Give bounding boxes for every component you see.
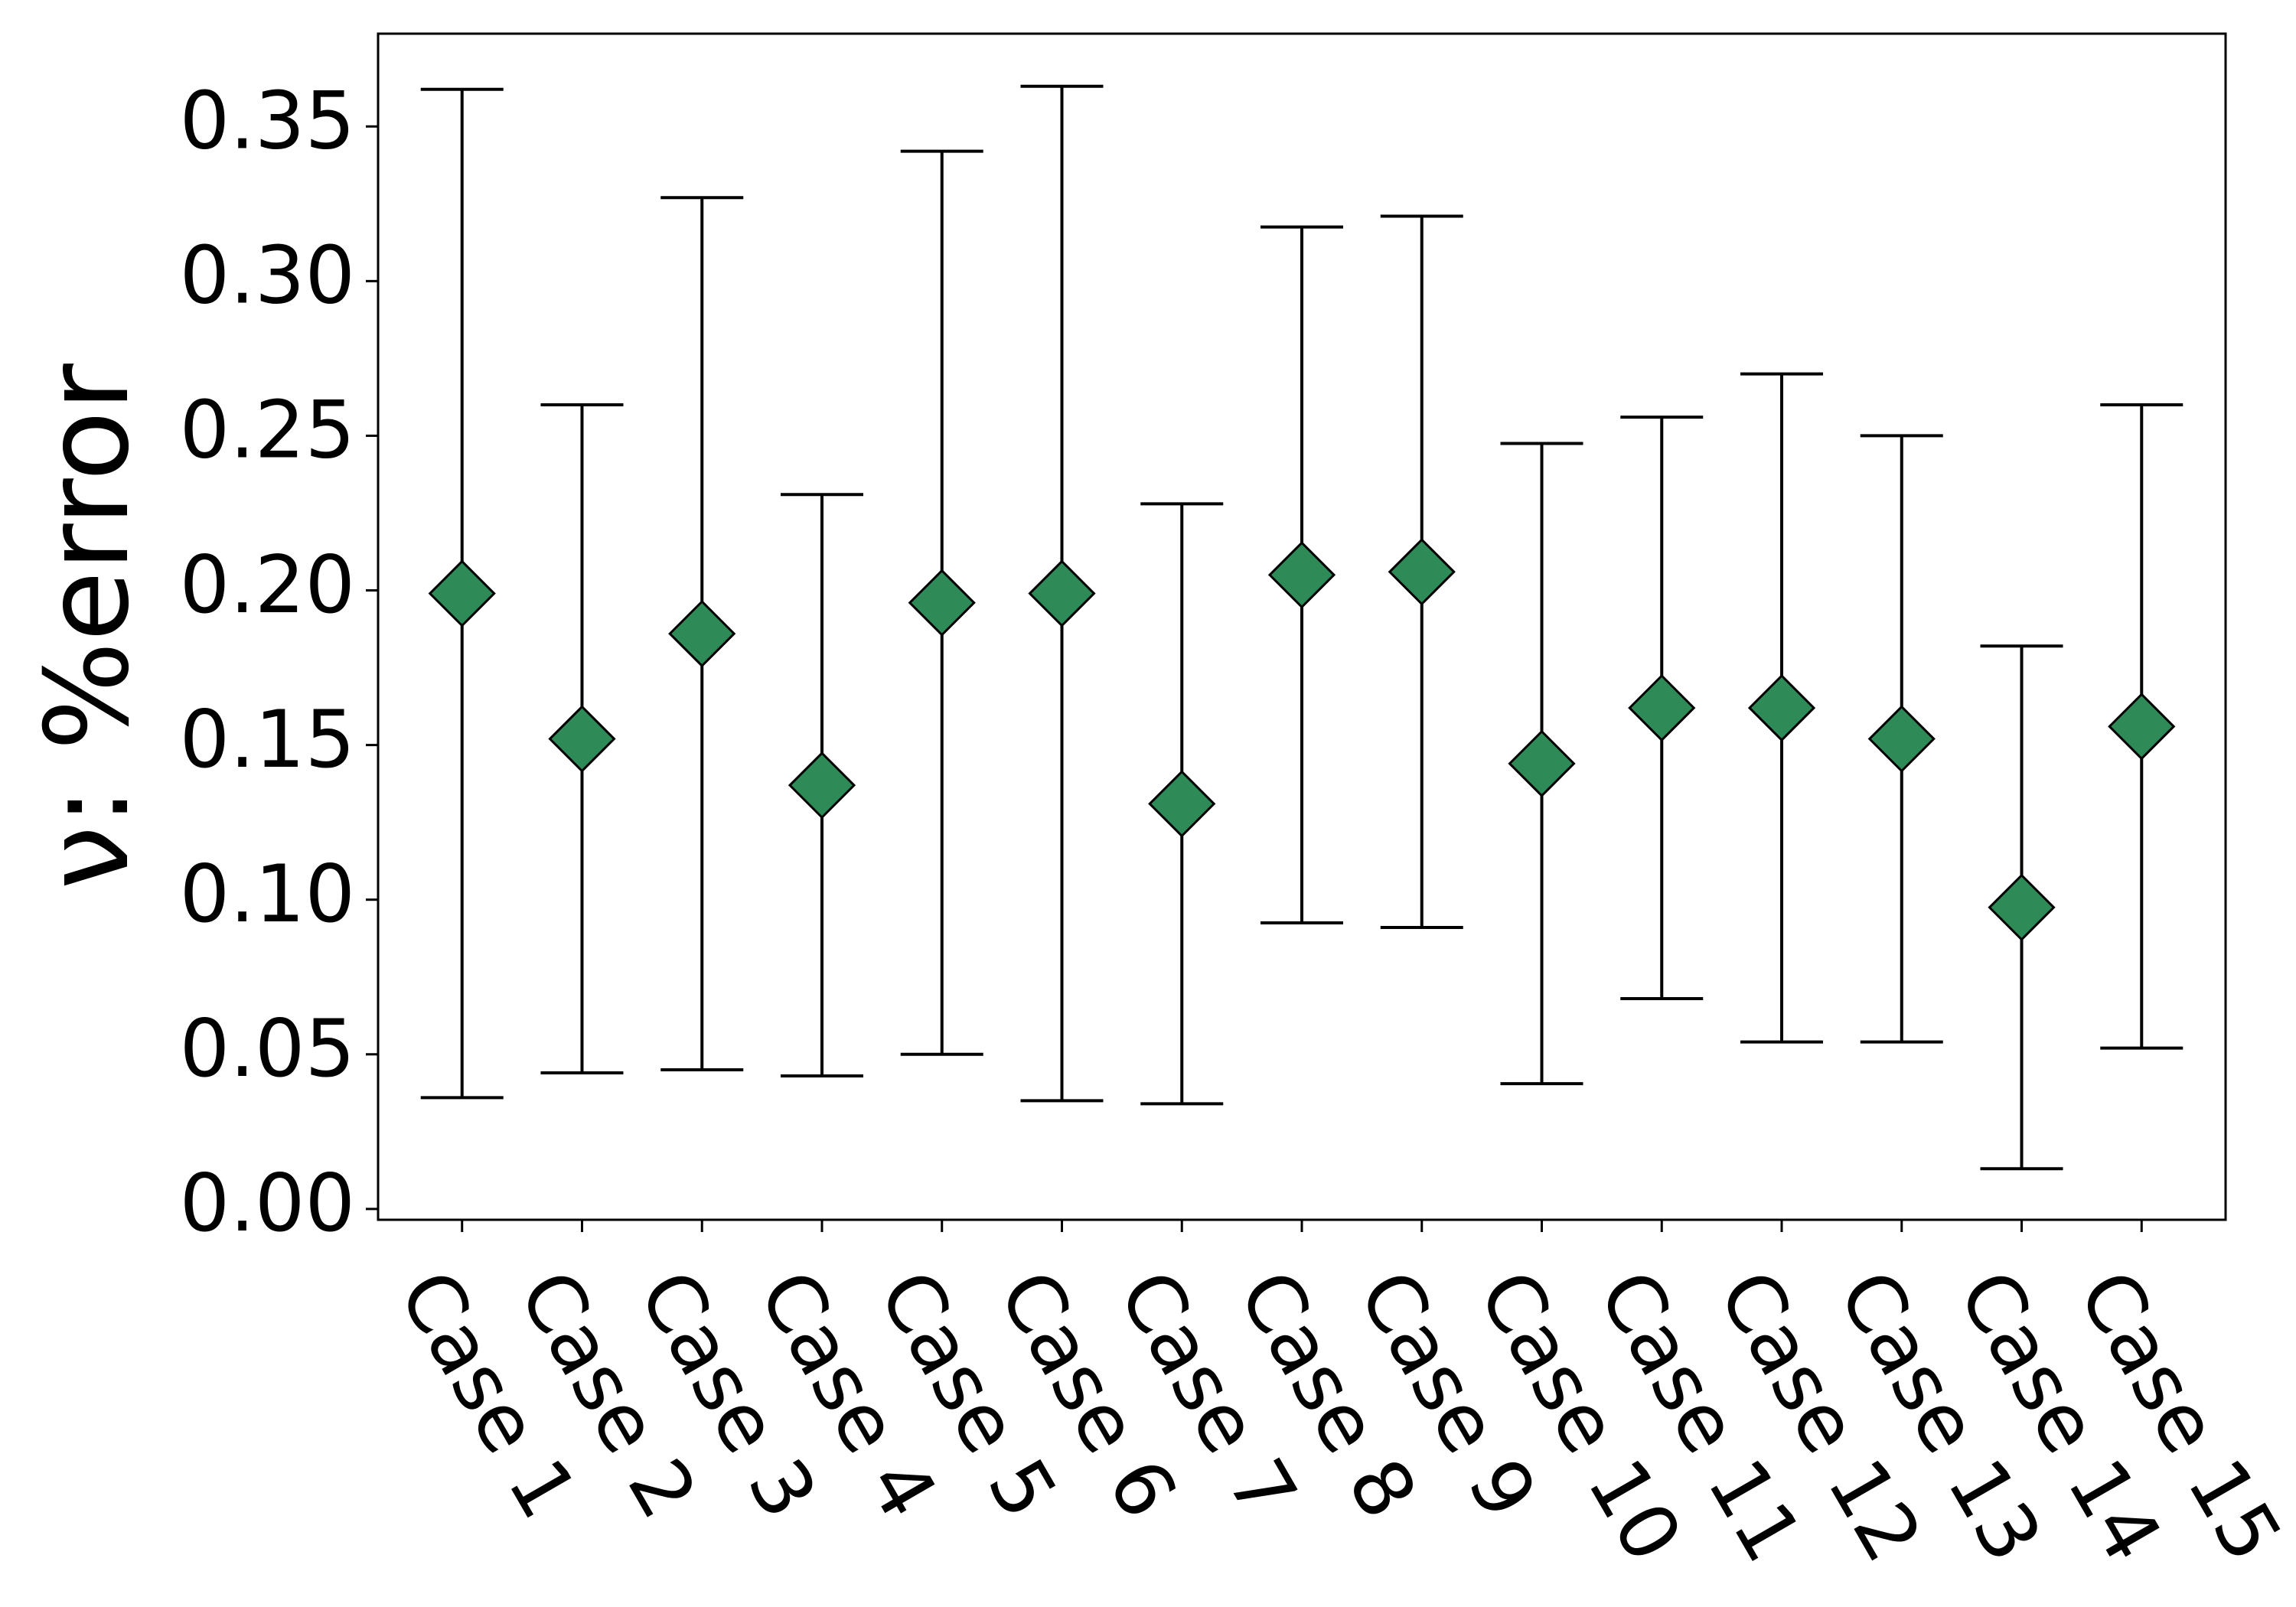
diamond-marker [1508, 729, 1576, 797]
diamond-marker [668, 599, 736, 668]
y-tick-label: 0.05 [180, 1003, 355, 1095]
diamond-marker [428, 559, 496, 627]
diamond-marker [1148, 770, 1216, 838]
diamond-marker [1628, 673, 1696, 742]
diamond-marker [1867, 705, 1936, 773]
diamond-marker [1988, 873, 2056, 941]
y-tick-label: 0.25 [180, 385, 355, 477]
diamond-marker [908, 569, 976, 637]
y-axis-label: ν: %error [21, 363, 155, 890]
diamond-marker [548, 705, 616, 773]
y-tick-label: 0.00 [180, 1158, 355, 1250]
y-tick-label: 0.10 [180, 849, 355, 940]
diamond-marker [1388, 538, 1456, 606]
y-tick-label: 0.30 [180, 230, 355, 322]
y-tick-label: 0.35 [180, 76, 355, 168]
diamond-marker [1028, 559, 1096, 627]
y-tick-label: 0.20 [180, 539, 355, 631]
y-tick-label: 0.15 [180, 694, 355, 786]
diamond-marker [2108, 693, 2176, 761]
diamond-marker [1747, 673, 1816, 742]
diamond-marker [1267, 541, 1336, 609]
diamond-marker [788, 751, 856, 820]
